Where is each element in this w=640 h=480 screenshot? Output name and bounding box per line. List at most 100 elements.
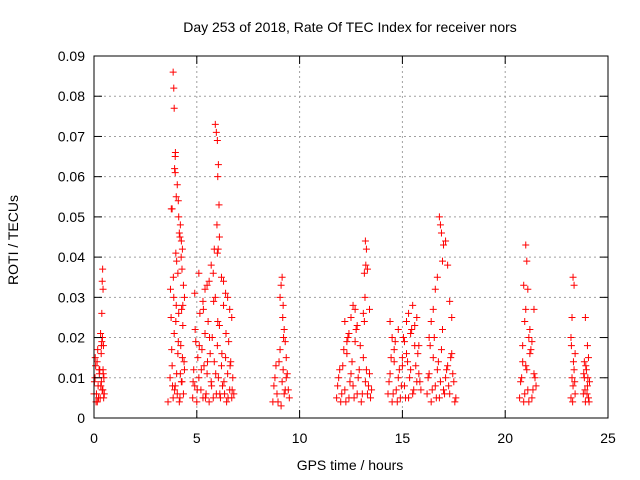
data-point [367,394,375,402]
data-point [349,382,357,390]
data-point [224,394,232,402]
data-point [442,374,450,382]
data-point [335,374,343,382]
data-point [201,330,209,338]
data-point [444,261,452,269]
data-point [351,305,359,313]
data-point [571,350,579,358]
data-point [427,398,435,406]
data-point [168,346,176,354]
data-point [568,374,576,382]
data-point [567,334,575,342]
data-point [530,370,538,378]
data-point [225,338,233,346]
data-point [516,394,524,402]
data-point [206,350,214,358]
data-point [98,309,106,317]
data-point [205,277,213,285]
data-point [215,321,223,329]
data-point [433,366,441,374]
data-point [433,273,441,281]
x-axis-label: GPS time / hours [297,457,404,473]
data-point [403,350,411,358]
data-point [283,370,291,378]
data-point [409,301,417,309]
data-point [445,382,453,390]
data-point [525,334,533,342]
data-point [446,297,454,305]
data-point [174,269,182,277]
data-point [584,354,592,362]
data-point [213,249,221,257]
data-point [177,237,185,245]
data-point [519,342,527,350]
data-point [346,378,354,386]
data-point [360,317,368,325]
data-point [583,342,591,350]
data-point [193,398,201,406]
x-tick-label: 15 [395,430,411,446]
data-point [281,338,289,346]
data-point [278,378,286,386]
data-point [193,386,201,394]
data-point [386,370,394,378]
data-point [409,390,417,398]
data-point [176,233,184,241]
data-point [215,201,223,209]
data-point [355,366,363,374]
data-point [229,374,237,382]
data-point [448,350,456,358]
data-point [222,289,230,297]
data-point [334,382,342,390]
data-point [216,390,224,398]
data-point [521,390,529,398]
data-point [569,398,577,406]
data-point [203,370,211,378]
data-point [191,326,199,334]
data-point [94,346,102,354]
data-point [170,104,178,112]
data-point [176,221,184,229]
data-point [213,136,221,144]
data-point [278,273,286,281]
data-point [174,350,182,358]
data-point [180,293,188,301]
data-point [443,366,451,374]
data-point [227,358,235,366]
data-point [449,370,457,378]
data-point [581,386,589,394]
data-point [99,386,107,394]
data-point [388,334,396,342]
data-point [356,342,364,350]
data-point [362,261,370,269]
data-point [361,237,369,245]
data-point [569,273,577,281]
data-point [340,346,348,354]
data-point [172,301,180,309]
y-tick-label: 0.08 [58,88,85,104]
data-point [171,149,179,157]
y-axis-label: ROTI / TECUs [5,195,21,285]
data-point [585,378,593,386]
data-point [360,269,368,277]
data-point [209,269,217,277]
data-point [450,378,458,386]
data-point [171,169,179,177]
data-point [348,358,356,366]
data-point [170,330,178,338]
data-point [423,390,431,398]
data-point [99,366,107,374]
data-point [571,378,579,386]
data-point [191,382,199,390]
data-point [345,330,353,338]
data-point [199,297,207,305]
data-point [343,338,351,346]
data-point [425,370,433,378]
data-point [436,221,444,229]
data-point [191,289,199,297]
data-point [272,362,280,370]
data-point [391,338,399,346]
data-point [280,390,288,398]
data-point [352,326,360,334]
data-point [523,257,531,265]
